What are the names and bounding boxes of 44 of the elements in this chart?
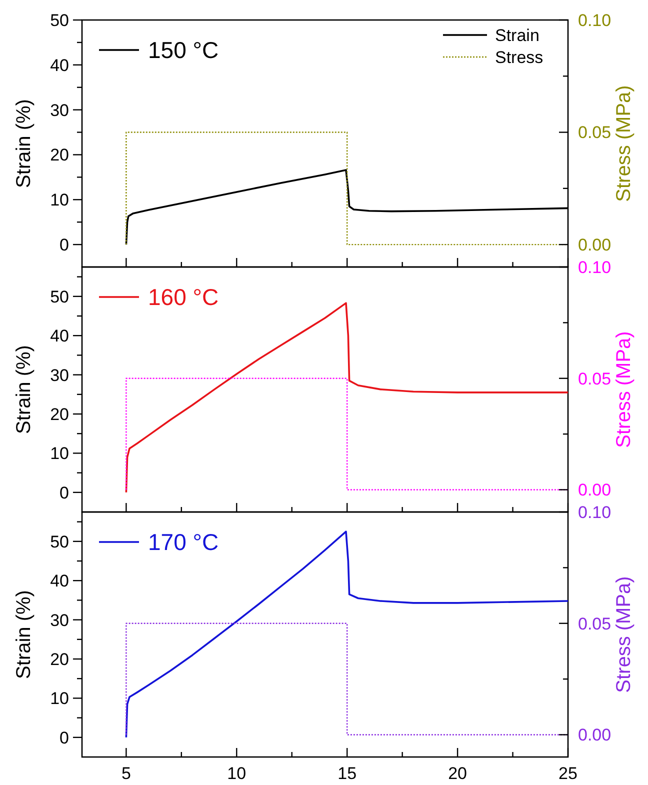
- x-tick-label: 5: [121, 764, 131, 783]
- x-tick-label: 20: [448, 764, 468, 783]
- text: 170 °C: [148, 529, 219, 556]
- y2-tick-label: 0.10: [578, 258, 612, 277]
- y-tick-label: 50: [50, 10, 69, 30]
- y-tick-label: 40: [50, 572, 69, 591]
- y-tick-label: 10: [50, 444, 69, 464]
- line-series: [125, 530, 569, 738]
- y2-tick-label: 0.05: [578, 614, 612, 634]
- y2-axis-title: Stress (MPa): [613, 85, 635, 202]
- y2-tick-label: 0.05: [578, 123, 612, 142]
- y-tick-label: 20: [50, 404, 69, 424]
- y2-tick-label: 0.00: [578, 235, 612, 254]
- text: 160 °C: [148, 284, 219, 310]
- y-axis-title: Strain (%): [13, 345, 35, 434]
- y2-tick-label: 0.00: [578, 480, 612, 500]
- legend-label: Strain: [495, 26, 540, 45]
- y2-axis-title: Stress (MPa): [613, 331, 635, 448]
- y-tick-label: 20: [50, 650, 69, 669]
- y-tick-label: 0: [60, 728, 69, 748]
- y-tick-label: 0: [60, 483, 69, 502]
- x-tick-label: 25: [558, 764, 578, 783]
- y-tick-label: 40: [50, 326, 69, 346]
- y-tick-label: 50: [50, 532, 69, 552]
- x-tick-label: 10: [227, 764, 246, 783]
- y-tick-label: 0: [60, 235, 69, 254]
- y-axis-title: Strain (%): [13, 99, 35, 188]
- y2-tick-label: 0.05: [578, 369, 612, 388]
- y2-axis-title: Stress (MPa): [613, 576, 635, 693]
- y-tick-label: 30: [50, 366, 69, 385]
- y-tick-label: 20: [50, 146, 69, 165]
- y-tick-label: 30: [50, 100, 69, 120]
- y-tick-label: 30: [50, 610, 69, 630]
- y2-tick-label: 0.10: [578, 10, 612, 30]
- text: 150 °C: [148, 37, 219, 64]
- y-tick-label: 10: [50, 689, 69, 708]
- legend-label: Stress: [495, 48, 544, 67]
- y-tick-label: 40: [50, 56, 69, 75]
- y2-tick-label: 0.10: [578, 502, 612, 522]
- y2-tick-label: 0.00: [578, 726, 612, 745]
- y-tick-label: 10: [50, 190, 69, 210]
- y-axis-title: Strain (%): [13, 590, 35, 679]
- y-tick-label: 50: [50, 287, 69, 306]
- x-tick-label: 15: [338, 764, 357, 783]
